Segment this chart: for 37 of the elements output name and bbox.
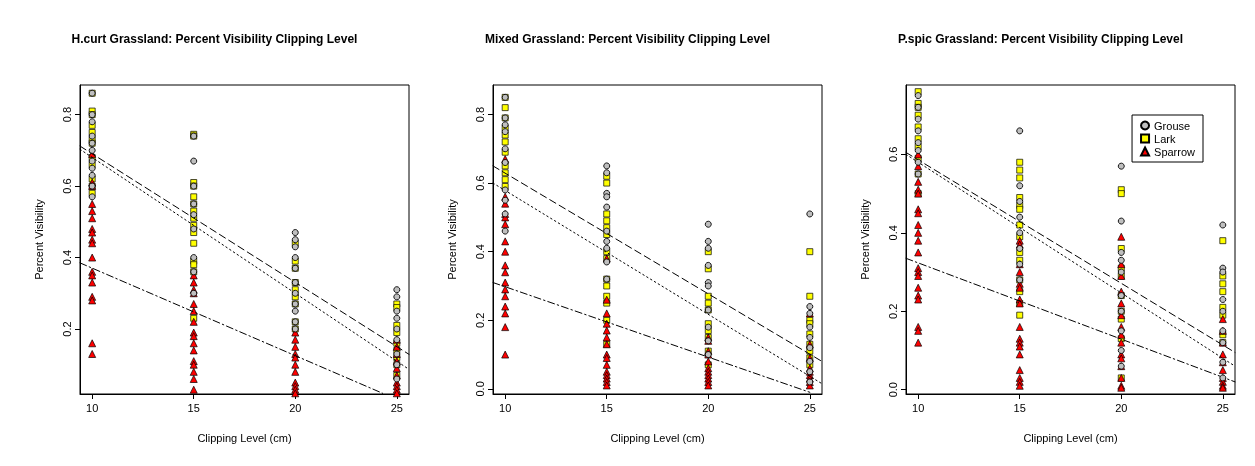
y-tick-label: 0.6 xyxy=(60,178,73,194)
y-tick-label: 0.0 xyxy=(886,382,899,398)
x-axis-title: Clipping Level (cm) xyxy=(610,431,705,444)
x-tick-label: 20 xyxy=(702,401,715,414)
y-tick-label: 0.2 xyxy=(60,321,73,337)
legend-label: Grouse xyxy=(1154,119,1191,132)
x-tick-label: 25 xyxy=(1216,401,1229,414)
x-axis-title: Clipping Level (cm) xyxy=(1023,431,1118,444)
y-axis-title: Percent Visibility xyxy=(858,198,871,280)
x-tick-label: 10 xyxy=(912,401,925,414)
chart-title: P.spic Grassland: Percent Visibility Clipping Level xyxy=(898,32,1183,46)
y-tick-label: 0.4 xyxy=(60,249,73,266)
x-tick-label: 15 xyxy=(600,401,613,414)
x-tick-label: 25 xyxy=(803,401,816,414)
y-tick-label: 0.8 xyxy=(60,107,73,123)
x-tick-label: 25 xyxy=(390,401,403,414)
legend-label: Lark xyxy=(1154,132,1176,145)
y-tick-label: 0.0 xyxy=(473,381,486,397)
chart-title: H.curt Grassland: Percent Visibility Clipping Level xyxy=(71,32,358,46)
y-tick-label: 0.6 xyxy=(473,175,486,191)
y-tick-label: 0.2 xyxy=(473,312,486,328)
y-tick-label: 0.8 xyxy=(473,106,486,123)
chart-title: Mixed Grassland: Percent Visibility Clipping Level xyxy=(484,32,771,46)
y-axis-title: Percent Visibility xyxy=(445,198,458,280)
y-tick-label: 0.6 xyxy=(886,146,899,163)
legend-label: Sparrow xyxy=(1154,145,1196,158)
x-tick-label: 20 xyxy=(289,401,302,414)
y-axis-title: Percent Visibility xyxy=(32,198,45,280)
x-tick-label: 20 xyxy=(1115,401,1128,414)
y-tick-label: 0.4 xyxy=(473,244,486,260)
x-tick-label: 10 xyxy=(86,401,99,414)
y-tick-label: 0.2 xyxy=(886,303,899,319)
x-tick-label: 15 xyxy=(1013,401,1026,414)
x-tick-label: 15 xyxy=(187,401,200,414)
y-tick-label: 0.4 xyxy=(886,225,899,241)
x-tick-label: 10 xyxy=(499,401,512,414)
x-axis-title: Clipping Level (cm) xyxy=(197,431,292,444)
